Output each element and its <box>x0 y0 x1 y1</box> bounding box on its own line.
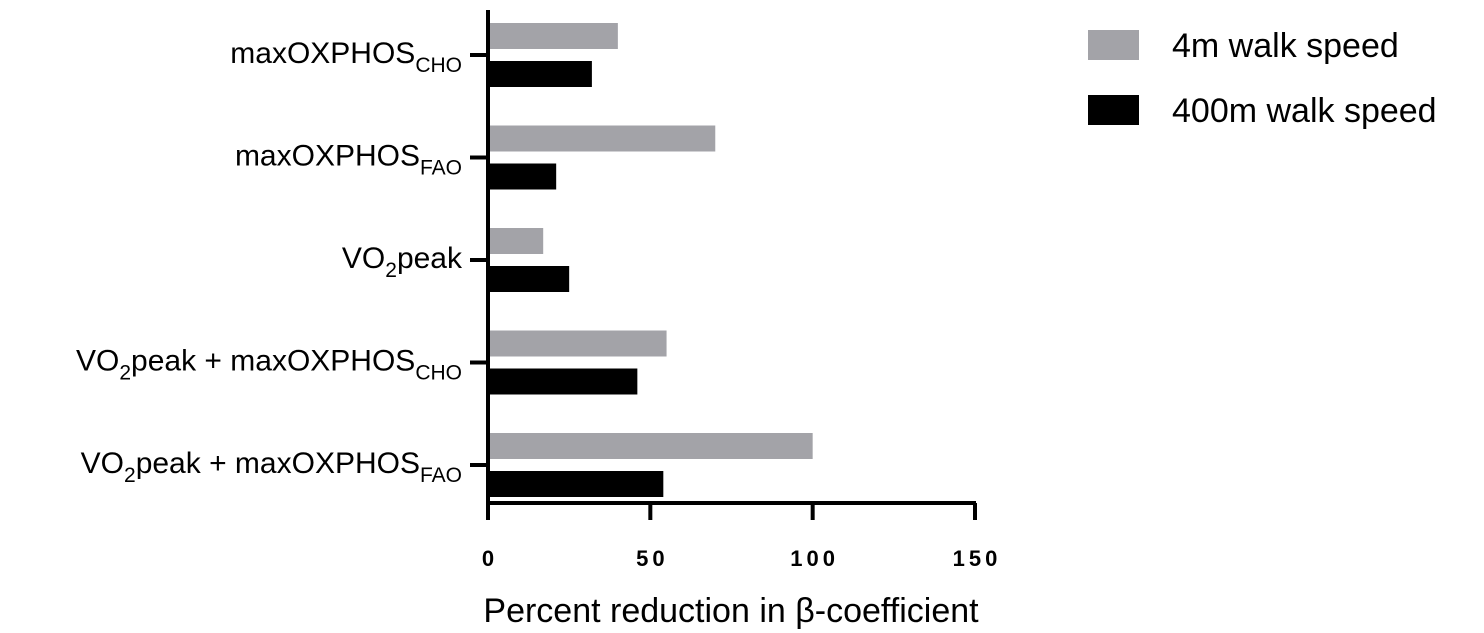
legend-swatch-400m <box>1088 95 1139 125</box>
x-tick-label-1: 50 <box>636 546 668 571</box>
y-ticks-group: maxOXPHOSCHO maxOXPHOSFAO VO2peak VO2peak +… <box>76 37 488 487</box>
axes-group <box>486 10 976 505</box>
bar-4m-4 <box>488 433 813 459</box>
category-label-1: maxOXPHOSFAO <box>235 140 462 180</box>
bar-4m-2 <box>488 228 544 254</box>
category-label-3: VO2peak + maxOXPHOSCHO <box>76 345 462 385</box>
legend: 4m walk speed 400m walk speed <box>1088 27 1437 130</box>
bar-400m-1 <box>488 163 557 190</box>
legend-label-400m: 400m walk speed <box>1172 92 1437 130</box>
bar-400m-3 <box>488 368 638 395</box>
x-tick-label-3: 150 <box>953 546 1002 571</box>
bar-4m-3 <box>488 330 667 357</box>
bar-400m-0 <box>488 61 592 87</box>
category-label-0: maxOXPHOSCHO <box>230 37 462 77</box>
legend-swatch-4m <box>1088 30 1139 60</box>
bars-group <box>488 23 813 497</box>
x-tick-label-2: 100 <box>790 546 839 571</box>
x-axis-title: Percent reduction in β-coefficient <box>483 592 979 630</box>
category-label-2: VO2peak <box>342 242 463 282</box>
x-tick-label-0: 0 <box>482 546 498 571</box>
x-ticks-group: 0 50 100 150 <box>482 503 1002 571</box>
category-label-4: VO2peak + maxOXPHOSFAO <box>81 447 462 487</box>
bar-4m-0 <box>488 23 618 49</box>
bar-400m-4 <box>488 471 664 497</box>
bar-400m-2 <box>488 266 570 292</box>
legend-label-4m: 4m walk speed <box>1172 27 1399 65</box>
bar-4m-1 <box>488 125 716 152</box>
